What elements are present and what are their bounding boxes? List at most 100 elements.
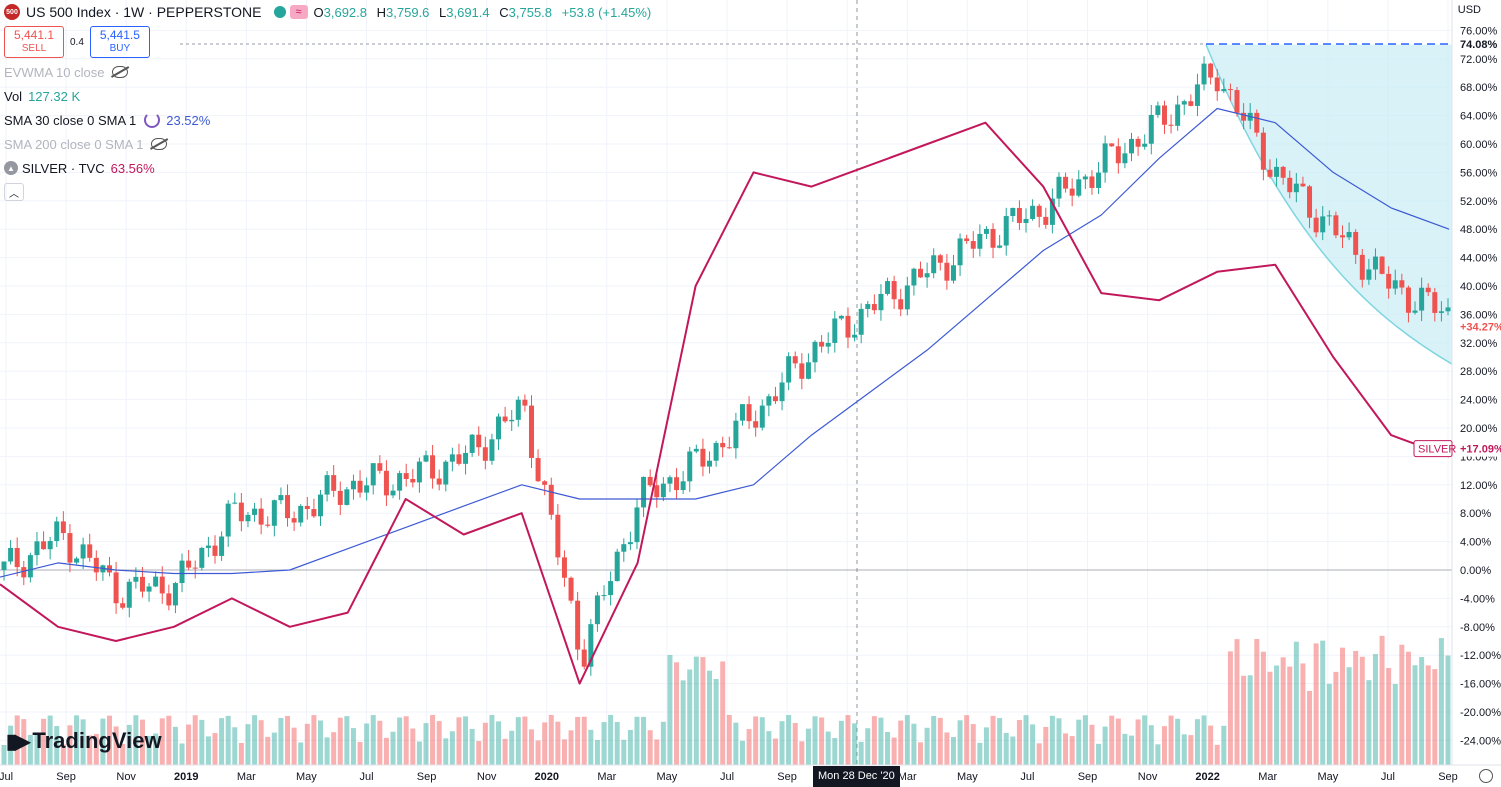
candle-body bbox=[1030, 205, 1036, 219]
candle-body bbox=[1096, 172, 1102, 188]
candle-body bbox=[805, 362, 811, 379]
volume-bar bbox=[667, 655, 673, 765]
volume-bar bbox=[805, 728, 811, 765]
volume-bar bbox=[416, 741, 422, 765]
volume-bar bbox=[463, 716, 469, 765]
candle-body bbox=[852, 334, 858, 338]
volume-bar bbox=[878, 717, 884, 765]
eye-off-icon[interactable] bbox=[112, 66, 129, 78]
volume-bar bbox=[997, 718, 1003, 765]
candle-body bbox=[555, 514, 561, 558]
candle-body bbox=[1063, 176, 1069, 189]
volume-bar bbox=[918, 742, 924, 765]
x-tick-label: Sep bbox=[1078, 771, 1098, 783]
candle-body bbox=[1425, 287, 1431, 293]
symbol-title[interactable]: US 500 Index · 1W · PEPPERSTONE bbox=[26, 4, 262, 20]
volume-bar bbox=[199, 719, 205, 765]
volume-bar bbox=[509, 730, 515, 765]
candle-body bbox=[693, 448, 699, 452]
x-tick-label: May bbox=[296, 771, 317, 783]
candle-body bbox=[878, 293, 884, 311]
volume-bar bbox=[766, 731, 772, 765]
candle-body bbox=[1372, 256, 1378, 270]
candle-body bbox=[1142, 143, 1148, 147]
y-tick-label: 24.00% bbox=[1460, 395, 1498, 407]
refresh-icon[interactable] bbox=[144, 112, 161, 128]
eye-off-icon[interactable] bbox=[151, 138, 168, 150]
settings-icon[interactable] bbox=[1479, 769, 1493, 783]
x-tick-label: Nov bbox=[116, 771, 136, 783]
y-tick-label: 40.00% bbox=[1460, 281, 1498, 293]
y-tick-label: 28.00% bbox=[1460, 366, 1498, 378]
volume-bar bbox=[377, 720, 383, 765]
candle-body bbox=[812, 341, 818, 363]
candle-body bbox=[449, 454, 455, 462]
indicator-sma30[interactable]: SMA 30 close 0 SMA 1 23.52% bbox=[4, 112, 211, 128]
candle-body bbox=[918, 268, 924, 278]
tradingview-logo[interactable]: ▮▶ TradingView bbox=[6, 728, 162, 753]
volume-bar bbox=[641, 716, 647, 765]
volume-bar bbox=[1082, 715, 1088, 765]
y-tick-label: 32.00% bbox=[1460, 338, 1498, 350]
candle-body bbox=[120, 603, 126, 608]
volume-bar bbox=[278, 717, 284, 765]
indicator-sma200[interactable]: SMA 200 close 0 SMA 1 bbox=[4, 132, 657, 156]
volume-bar bbox=[812, 716, 818, 765]
x-tick-label: Mar bbox=[597, 771, 616, 783]
candle-body bbox=[489, 439, 495, 461]
candle-body bbox=[753, 421, 759, 428]
volume-bar bbox=[786, 715, 792, 765]
y-tick-label: 20.00% bbox=[1460, 423, 1498, 435]
volume-bar bbox=[27, 734, 33, 765]
candle-body bbox=[126, 581, 132, 608]
x-tick-label: Nov bbox=[477, 771, 497, 783]
volume-bar bbox=[482, 722, 488, 765]
buy-button[interactable]: 5,441.5 BUY bbox=[89, 26, 150, 58]
candle-body bbox=[819, 341, 825, 347]
candle-body bbox=[1188, 101, 1194, 106]
candle-body bbox=[1359, 254, 1365, 280]
volume-bar bbox=[1194, 719, 1200, 765]
candle-body bbox=[660, 483, 666, 498]
legend-collapse[interactable]: ︿ bbox=[4, 180, 657, 204]
candle-body bbox=[1307, 186, 1313, 218]
candle-body bbox=[970, 241, 976, 249]
candle-body bbox=[370, 463, 376, 486]
volume-bar bbox=[799, 741, 805, 765]
sell-button[interactable]: 5,441.1 SELL bbox=[4, 26, 64, 58]
volume-bar bbox=[575, 716, 581, 765]
candle-body bbox=[1313, 217, 1319, 233]
indicator-silver[interactable]: ▲ SILVER · TVC 63.56% bbox=[4, 156, 657, 180]
volume-bar bbox=[271, 732, 277, 765]
candle-body bbox=[1056, 176, 1062, 199]
volume-bar bbox=[561, 739, 567, 765]
spx-badge-bg bbox=[1456, 318, 1501, 335]
volume-bar bbox=[383, 737, 389, 765]
indicator-evwma[interactable]: EVWMA 10 close bbox=[4, 60, 657, 84]
candle-body bbox=[588, 624, 594, 667]
silver-line bbox=[0, 121, 1450, 685]
chevron-up-icon[interactable]: ︿ bbox=[4, 183, 24, 201]
candle-body bbox=[357, 480, 363, 493]
y-tick-label: 4.00% bbox=[1460, 537, 1491, 549]
candle-body bbox=[832, 318, 838, 343]
candle-body bbox=[614, 551, 620, 582]
sma30-line bbox=[0, 107, 1450, 578]
y-tick-label: 76.00% bbox=[1460, 25, 1498, 37]
volume-bar bbox=[159, 718, 165, 765]
volume-bar bbox=[1307, 690, 1313, 765]
volume-bar bbox=[548, 715, 554, 765]
candle-body bbox=[377, 463, 383, 471]
indicator-volume[interactable]: Vol 127.32 K bbox=[4, 88, 81, 104]
currency-label[interactable]: USD bbox=[1457, 4, 1481, 16]
volume-bar bbox=[337, 717, 343, 765]
candle-body bbox=[799, 363, 805, 379]
volume-bar bbox=[179, 743, 185, 765]
candle-body bbox=[456, 454, 462, 464]
candle-body bbox=[383, 470, 389, 496]
candle-body bbox=[199, 547, 205, 568]
volume-bar bbox=[825, 731, 831, 765]
candle-body bbox=[113, 572, 119, 604]
volume-bar bbox=[581, 716, 587, 765]
